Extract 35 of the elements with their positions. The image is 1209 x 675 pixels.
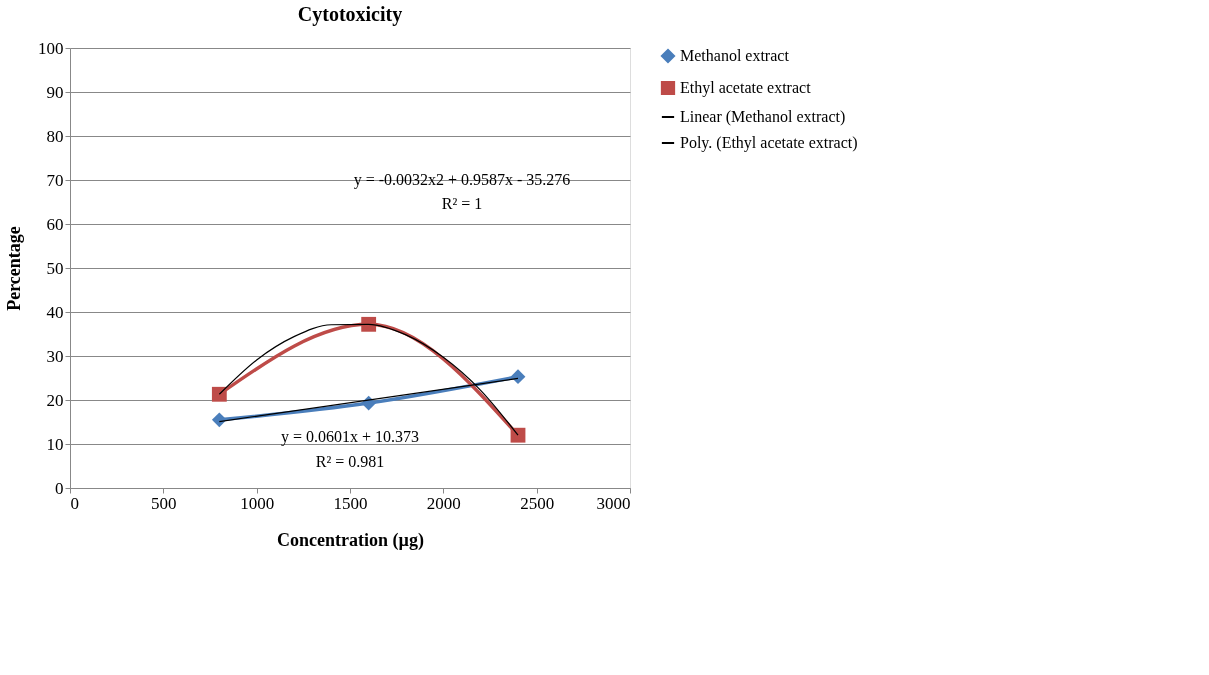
point xyxy=(510,427,526,443)
point xyxy=(510,369,526,385)
x-tick-label: 2500 xyxy=(520,493,555,513)
annotation: y = -0.0032x2 + 0.9587x - 35.276 xyxy=(353,171,571,189)
y-axis-title: Percentage xyxy=(4,226,24,311)
y-tick-label: 50 xyxy=(46,258,64,278)
annotation: R² = 0.981 xyxy=(315,452,385,470)
x-tick-label: 3000 xyxy=(596,493,631,513)
x-tick-label: 1500 xyxy=(333,493,368,513)
x-tick-label: 1000 xyxy=(240,493,275,513)
annotation: R² = 1 xyxy=(441,195,483,213)
point xyxy=(361,395,377,411)
y-tick-label: 10 xyxy=(46,434,64,454)
point xyxy=(211,412,227,428)
y-tick-label: 60 xyxy=(46,214,64,234)
y-tick-label: 30 xyxy=(46,346,64,366)
legend-label: Linear (Methanol extract) xyxy=(680,108,846,126)
legend-label: Poly. (Ethyl acetate extract) xyxy=(680,134,858,152)
y-tick-label: 90 xyxy=(46,82,64,102)
x-axis-title: Concentration (µg) xyxy=(277,529,424,551)
x-tick-label: 500 xyxy=(151,493,177,513)
annotation: y = 0.0601x + 10.373 xyxy=(280,428,420,447)
y-tick-label: 40 xyxy=(46,302,64,322)
y-tick-label: 20 xyxy=(46,390,64,410)
x-tick-label: 2000 xyxy=(426,493,461,513)
y-tick-label: 70 xyxy=(46,170,64,190)
x-tick-label: 0 xyxy=(70,493,79,513)
y-tick-label: 100 xyxy=(38,38,64,58)
point xyxy=(361,316,377,332)
y-tick-label: 0 xyxy=(55,478,64,498)
y-tick-label: 80 xyxy=(46,126,64,146)
point xyxy=(211,386,227,402)
chart-title: Cytotoxicity xyxy=(297,3,403,26)
legend-label: Ethyl acetate extract xyxy=(680,79,812,97)
legend-label: Methanol extract xyxy=(680,47,790,64)
